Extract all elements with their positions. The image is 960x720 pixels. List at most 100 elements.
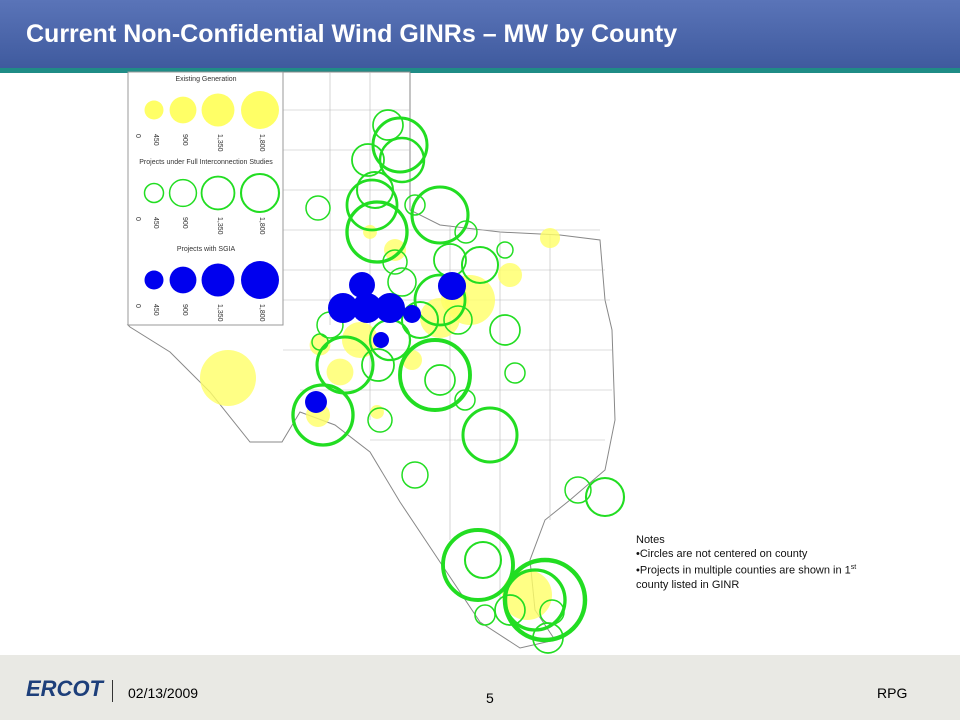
bubble <box>443 305 473 335</box>
bubble <box>461 406 519 464</box>
bubble <box>351 143 385 177</box>
bubble <box>370 405 384 419</box>
bubble <box>361 348 395 382</box>
legend-size-label: 1,350 <box>216 304 223 322</box>
bubble <box>460 245 500 285</box>
bubble <box>375 293 405 323</box>
bubble <box>454 389 476 411</box>
footer <box>0 655 960 720</box>
note: •Projects in multiple counties are shown… <box>636 561 856 578</box>
bubble <box>403 305 421 323</box>
bubble <box>305 391 327 413</box>
legend-size-label: 1,350 <box>216 217 223 235</box>
footer-separator <box>112 680 113 702</box>
note-text: •Projects in multiple counties are shown… <box>636 564 851 577</box>
legend-size-label: 1,800 <box>258 134 265 152</box>
bubble <box>496 241 514 259</box>
legend-size-label: 900 <box>181 304 188 316</box>
bubble <box>454 220 478 244</box>
bubble <box>424 364 456 396</box>
legend-sample <box>168 178 198 208</box>
note-sup: st <box>850 564 857 571</box>
bubble <box>413 273 467 327</box>
bubble <box>372 109 404 141</box>
legend-sample <box>169 266 197 294</box>
notes-title: Notes <box>636 534 665 546</box>
county-lines <box>283 72 612 600</box>
bubble <box>497 262 523 288</box>
bubble <box>382 249 408 275</box>
legend-size-label: 0 <box>134 217 141 221</box>
legend-sample <box>144 100 164 120</box>
bubble <box>363 225 377 239</box>
bubble <box>387 267 417 297</box>
bubble <box>355 170 395 210</box>
bubble <box>404 194 426 216</box>
legend-group-title: Projects under Full Interconnection Stud… <box>139 159 273 166</box>
bubble <box>349 272 375 298</box>
bubble <box>400 300 440 340</box>
bubbles <box>199 109 626 654</box>
bubble <box>291 383 355 447</box>
legend-size-label: 1,800 <box>258 304 265 322</box>
bubble <box>345 178 399 232</box>
bubble <box>199 349 257 407</box>
legend-sample <box>143 182 165 204</box>
bubble <box>501 569 553 621</box>
note: •Circles are not centered on county <box>636 548 808 560</box>
legend-sample <box>241 91 279 129</box>
bubble <box>372 331 390 349</box>
legend-size-label: 900 <box>181 217 188 229</box>
bubble <box>352 293 382 323</box>
page-number: 5 <box>486 690 494 706</box>
legend-sample <box>241 261 279 299</box>
legend-group-title: Projects with SGIA <box>177 246 236 253</box>
legend-size-label: 0 <box>134 304 141 308</box>
legend-sample <box>201 93 235 127</box>
bubble <box>437 271 467 301</box>
bubble <box>311 333 329 351</box>
bubble <box>584 476 626 518</box>
bubble <box>489 314 521 346</box>
legend-size-label: 450 <box>152 304 159 316</box>
bubble <box>309 334 331 356</box>
legend-size-label: 0 <box>134 134 141 138</box>
legend-group-title: Existing Generation <box>175 76 236 83</box>
bubble <box>539 227 561 249</box>
bubble <box>504 362 526 384</box>
header-bar <box>0 0 960 68</box>
bubble <box>326 358 354 386</box>
legend-size-label: 450 <box>152 134 159 146</box>
legend-size-label: 1,350 <box>216 134 223 152</box>
notes: Notes •Circles are not centered on count… <box>636 533 856 592</box>
bubble <box>305 195 331 221</box>
legend-sample <box>239 172 281 214</box>
bubble <box>564 476 592 504</box>
bubble <box>398 338 472 412</box>
bubble <box>328 293 358 323</box>
footer-dept: RPG <box>877 685 908 701</box>
bubble <box>463 540 503 580</box>
bubble <box>539 599 565 625</box>
legend-sample <box>144 270 164 290</box>
bubble <box>494 594 526 626</box>
slide-title: Current Non-Confidential Wind GINRs – MW… <box>26 20 678 48</box>
legend-size-label: 1,800 <box>258 217 265 235</box>
footer-date: 02/13/2009 <box>128 685 199 701</box>
bubble <box>441 528 515 602</box>
bubble <box>367 407 393 433</box>
legend-size-label: 900 <box>181 134 188 146</box>
legend-sample <box>201 263 235 297</box>
bubble <box>345 200 409 264</box>
legend-sample <box>169 96 197 124</box>
logo: ERCOT <box>26 676 103 701</box>
map: Existing Generation 0 450 900 1,350 1,800 Proj… <box>126 71 626 654</box>
legend-sample <box>200 175 236 211</box>
legend-size-label: 450 <box>152 217 159 229</box>
note: county listed in GINR <box>636 578 740 591</box>
bubble <box>401 461 429 489</box>
legend: Existing Generation 0 450 900 1,350 1,800 Proj… <box>134 76 281 322</box>
header-rule <box>0 68 960 73</box>
bubble <box>378 136 426 184</box>
